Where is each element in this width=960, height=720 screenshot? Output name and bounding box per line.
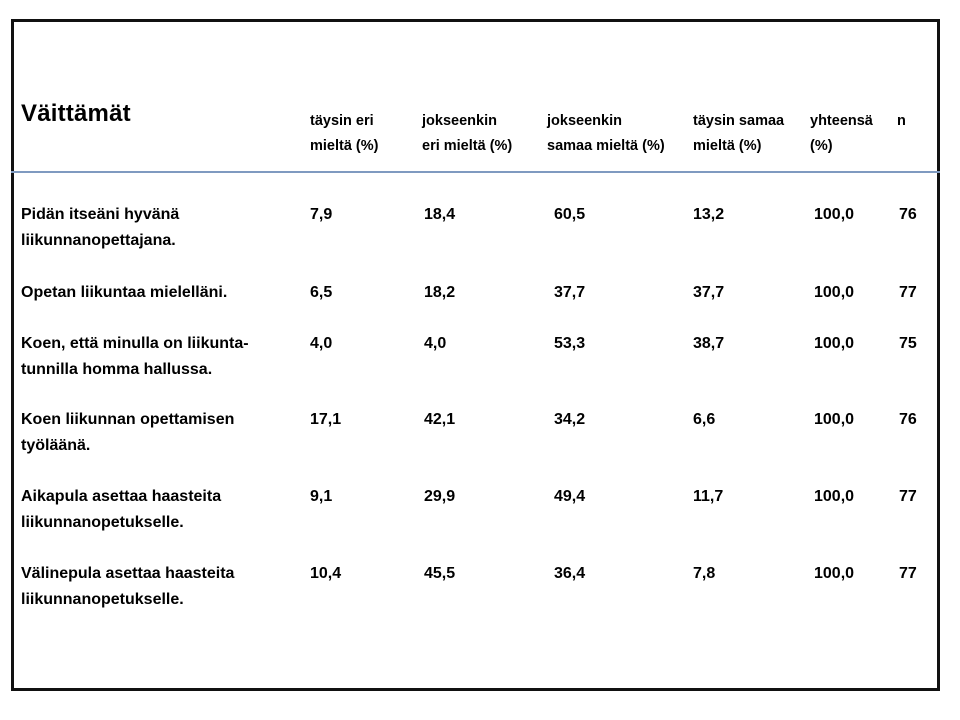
statement-cell: Pidän itseäni hyvänä liikunnanopettajana.: [21, 202, 179, 254]
table-title: Väittämät: [21, 100, 131, 127]
column-header-line: jokseenkin: [547, 113, 622, 129]
value-cell: 76: [899, 411, 917, 428]
value-cell: 77: [899, 565, 917, 582]
column-header-2: jokseenkin eri mieltä (%): [422, 109, 512, 159]
value-cell: 18,2: [424, 284, 456, 301]
value-cell: 45,5: [424, 565, 456, 582]
statement-line: Koen liikunnan opettamisen: [21, 411, 235, 428]
statement-line: Opetan liikuntaa mielelläni.: [21, 284, 228, 301]
value-cell: 37,7: [554, 284, 586, 301]
header-divider: [11, 171, 940, 173]
value-cell: 6,6: [693, 411, 716, 428]
value-cell: 53,3: [554, 335, 586, 352]
statement-line: Koen, että minulla on liikunta-: [21, 335, 249, 352]
statement-line: liikunnanopetukselle.: [21, 514, 184, 531]
column-header-line: mieltä (%): [310, 138, 379, 154]
value-cell: 11,7: [693, 488, 724, 505]
value-cell: 7,8: [693, 565, 716, 582]
value-cell: 100,0: [814, 206, 855, 223]
value-cell: 100,0: [814, 565, 855, 582]
column-header-line: eri mieltä (%): [422, 138, 513, 154]
value-cell: 10,4: [310, 565, 342, 582]
value-cell: 42,1: [424, 411, 456, 428]
value-cell: 9,1: [310, 488, 333, 505]
column-header-1: täysin eri mieltä (%): [310, 109, 379, 159]
value-cell: 37,7: [693, 284, 725, 301]
value-cell: 36,4: [554, 565, 586, 582]
column-header-6: n: [897, 109, 906, 134]
statement-cell: Koen, että minulla on liikunta-tunnilla …: [21, 331, 249, 383]
value-cell: 77: [899, 284, 917, 301]
statement-line: työläänä.: [21, 437, 91, 454]
value-cell: 38,7: [693, 335, 725, 352]
column-header-5: yhteensä (%): [810, 109, 873, 159]
column-header-line: täysin eri: [310, 113, 374, 129]
statement-line: Välinepula asettaa haasteita: [21, 565, 235, 582]
statement-cell: Opetan liikuntaa mielelläni.: [21, 280, 227, 306]
value-cell: 100,0: [814, 284, 855, 301]
column-header-line: (%): [810, 138, 833, 154]
value-cell: 29,9: [424, 488, 456, 505]
statement-line: tunnilla homma hallussa.: [21, 361, 213, 378]
value-cell: 100,0: [814, 411, 855, 428]
value-cell: 100,0: [814, 335, 855, 352]
column-header-line: jokseenkin: [422, 113, 497, 129]
statement-cell: Välinepula asettaa haasteita liikunnanope…: [21, 561, 234, 613]
statement-line: liikunnanopetukselle.: [21, 591, 184, 608]
value-cell: 7,9: [310, 206, 333, 223]
value-cell: 100,0: [814, 488, 855, 505]
value-cell: 4,0: [310, 335, 333, 352]
value-cell: 17,1: [310, 411, 342, 428]
column-header-3: jokseenkin samaa mieltä (%): [547, 109, 665, 159]
statement-line: liikunnanopettajana.: [21, 232, 176, 249]
column-header-line: n: [897, 113, 906, 129]
statement-line: Pidän itseäni hyvänä: [21, 206, 180, 223]
column-header-line: täysin samaa: [693, 113, 785, 129]
value-cell: 75: [899, 335, 917, 352]
statement-cell: Koen liikunnan opettamisen työläänä.: [21, 407, 234, 459]
column-header-line: yhteensä: [810, 113, 873, 129]
value-cell: 13,2: [693, 206, 725, 223]
value-cell: 49,4: [554, 488, 586, 505]
column-header-line: mieltä (%): [693, 138, 762, 154]
column-header-4: täysin samaa mieltä (%): [693, 109, 784, 159]
value-cell: 77: [899, 488, 917, 505]
value-cell: 76: [899, 206, 917, 223]
column-header-line: samaa mieltä (%): [547, 138, 665, 154]
value-cell: 34,2: [554, 411, 586, 428]
value-cell: 18,4: [424, 206, 456, 223]
slide-frame: [11, 19, 940, 691]
statement-cell: Aikapula asettaa haasteita liikunnanopetu…: [21, 484, 221, 536]
value-cell: 4,0: [424, 335, 447, 352]
value-cell: 60,5: [554, 206, 586, 223]
value-cell: 6,5: [310, 284, 333, 301]
statement-line: Aikapula asettaa haasteita: [21, 488, 222, 505]
